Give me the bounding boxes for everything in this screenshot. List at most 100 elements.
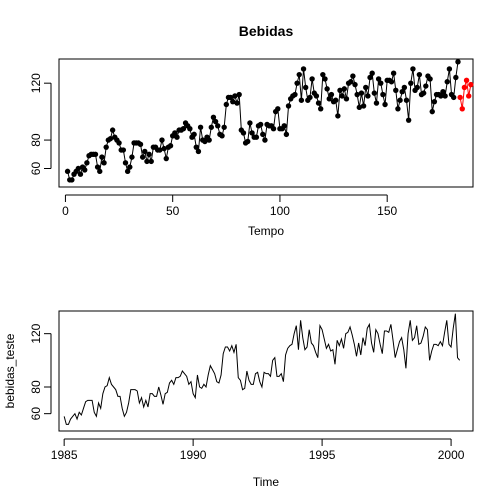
top-series-0-point xyxy=(249,130,255,136)
top-series-0-point xyxy=(356,104,363,111)
top-series-0-point xyxy=(116,140,122,146)
top-series-0-point xyxy=(234,100,240,106)
bottom-x-axis-label: Time xyxy=(253,475,280,489)
bottom-plot-frame xyxy=(58,310,474,432)
top-series-0-point xyxy=(206,137,212,143)
top-series-0-point xyxy=(236,91,242,98)
top-series-0-point xyxy=(414,84,420,91)
top-series-0-point xyxy=(378,80,384,86)
top-series-0-point xyxy=(296,71,302,78)
top-series-1-point xyxy=(459,106,465,112)
top-series-0-point xyxy=(109,127,116,133)
top-series-0-point xyxy=(326,96,332,102)
top-series-0-point xyxy=(444,79,450,85)
top-series-0-point xyxy=(393,87,399,93)
top-series-0-point xyxy=(223,101,230,108)
top-series-0-point xyxy=(275,106,281,112)
top-x-tick-label: 0 xyxy=(62,204,69,218)
bot-series-0-line xyxy=(63,313,461,425)
top-series-0-point xyxy=(399,89,405,95)
top-series-0-point xyxy=(129,154,135,160)
top-series-0-point xyxy=(212,118,219,125)
bottom-y-axis-label: bebidas_teste xyxy=(3,333,17,408)
top-x-axis: 0 50 100 150 xyxy=(62,194,398,218)
top-series-0-point xyxy=(429,108,435,115)
top-series-0-point xyxy=(77,171,84,177)
top-series-0-point xyxy=(101,160,107,166)
top-series-0-point xyxy=(292,91,298,98)
top-series-0-point xyxy=(371,90,378,96)
top-series-0-point xyxy=(163,155,169,162)
top-series-0-point xyxy=(142,148,148,155)
top-series-0-point xyxy=(195,148,202,155)
top-series-1-point xyxy=(461,84,468,91)
top-series-0-point xyxy=(427,76,433,82)
top-series-0-point xyxy=(405,117,412,123)
top-series-0-point xyxy=(253,134,260,140)
top-series-0-point xyxy=(382,101,388,108)
top-series-0-point xyxy=(363,84,369,91)
top-series-1-point xyxy=(457,94,463,101)
top-series-0-point xyxy=(360,103,367,109)
top-series-0-point xyxy=(144,158,150,165)
top-series-0-point xyxy=(302,84,309,91)
top-series-0-point xyxy=(69,177,75,183)
bottom-chart: 1985 1990 1995 2000 60 80 120 Time bebidas_te… xyxy=(3,310,474,489)
top-series-0-point xyxy=(307,94,313,101)
top-series-0-point xyxy=(283,131,290,138)
top-series-0-point xyxy=(127,164,133,170)
top-series-0-point xyxy=(442,93,448,99)
top-series-0-point xyxy=(215,123,221,129)
top-series-0-point xyxy=(350,73,356,79)
top-series-0-point xyxy=(339,93,345,99)
top-series-0-point xyxy=(285,103,292,109)
top-series-0-point xyxy=(219,133,225,139)
top-series-0-point xyxy=(230,98,236,105)
top-series-0-point xyxy=(455,59,461,65)
bot-y-tick-label: 120 xyxy=(29,323,43,343)
top-series-0-point xyxy=(416,71,423,78)
top-series-0-point xyxy=(257,121,264,128)
top-series-0-point xyxy=(262,137,268,143)
top-series-0-point xyxy=(375,76,382,82)
top-series-1-point xyxy=(468,81,474,88)
top-series-0-point xyxy=(352,81,358,88)
top-series-0-point xyxy=(446,66,453,72)
top-series-0-point xyxy=(187,125,193,132)
top-series-0-point xyxy=(174,134,180,140)
top-series-0-point xyxy=(358,90,365,96)
top-series-0-point xyxy=(320,71,326,78)
top-series-0-point xyxy=(440,89,446,95)
top-series-0-point xyxy=(172,130,178,136)
top-x-tick-label: 150 xyxy=(377,204,397,218)
top-series-0-point xyxy=(309,76,315,82)
top-series-0-point xyxy=(94,164,101,170)
top-series-0-point xyxy=(221,124,227,130)
top-series-0-point xyxy=(167,143,174,149)
top-series-0-point xyxy=(159,137,165,143)
top-series-0-point xyxy=(300,66,307,72)
top-y-tick-label: 80 xyxy=(29,133,43,147)
top-series-0-point xyxy=(270,125,277,132)
top-series-0-point xyxy=(315,100,322,106)
top-series-0-point xyxy=(197,124,204,130)
bottom-series-marks xyxy=(63,313,461,425)
top-series-1-point xyxy=(466,93,472,99)
top-series-0-point xyxy=(420,90,427,96)
top-series-0-point xyxy=(137,141,144,148)
top-series-0-point xyxy=(232,93,238,99)
top-series-0-point xyxy=(92,151,99,157)
top-series-0-point xyxy=(408,80,414,86)
top-series-0-point xyxy=(124,168,131,175)
top-series-0-point xyxy=(395,106,401,112)
top-y-tick-label: 120 xyxy=(29,73,43,93)
top-series-0-point xyxy=(403,97,410,103)
top-series-0-point xyxy=(99,154,105,160)
bot-x-tick-label: 1990 xyxy=(180,448,207,462)
top-series-0-point xyxy=(161,145,167,152)
top-series-0-point xyxy=(298,97,305,103)
top-x-tick-label: 100 xyxy=(270,204,290,218)
top-series-0-point xyxy=(401,84,408,91)
top-y-tick-label: 60 xyxy=(29,162,43,176)
